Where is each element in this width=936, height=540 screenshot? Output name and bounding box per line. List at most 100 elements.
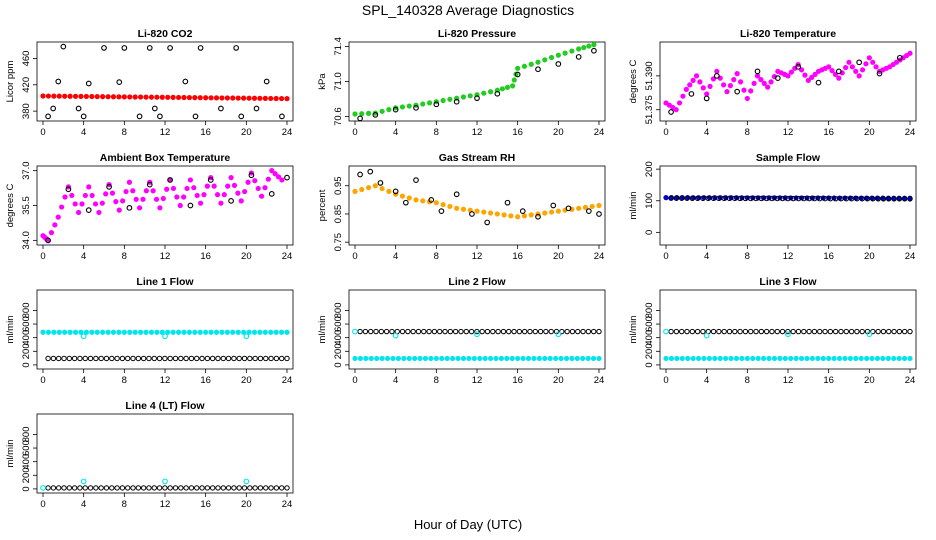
- data-point: [700, 195, 706, 202]
- data-point: [86, 184, 92, 190]
- data-point: [885, 355, 891, 362]
- data-point: [157, 113, 163, 120]
- data-point: [663, 195, 669, 201]
- x-tick-label: 20: [553, 375, 564, 386]
- data-point: [785, 331, 791, 338]
- y-tick-label: 70.6: [333, 107, 344, 126]
- data-point: [225, 485, 232, 491]
- data-point: [69, 192, 75, 199]
- data-point: [734, 88, 741, 95]
- data-point: [56, 485, 62, 491]
- panel-0: Li-820 CO2 Licor ppm 0 4 8 12 16 20 24 380 420 460: [5, 28, 294, 138]
- data-point: [231, 355, 237, 362]
- data-point: [874, 355, 881, 362]
- x-tick-label: 8: [122, 375, 127, 386]
- data-point: [257, 355, 264, 362]
- data-point: [151, 485, 157, 491]
- panel-frame: [36, 289, 294, 370]
- data-point: [880, 196, 887, 202]
- x-tick-label: 12: [783, 375, 794, 386]
- data-point: [116, 207, 122, 213]
- data-point: [836, 75, 842, 81]
- data-point: [162, 355, 168, 362]
- data-point: [273, 95, 279, 102]
- x-tick-label: 0: [663, 127, 668, 138]
- data-point: [854, 328, 860, 335]
- x-tick-label: 24: [282, 127, 293, 138]
- data-point: [246, 329, 252, 335]
- x-tick-label: 16: [200, 375, 211, 386]
- x-tick-label: 20: [864, 375, 875, 386]
- data-point: [413, 104, 419, 111]
- data-point: [378, 328, 385, 335]
- data-point: [748, 195, 754, 202]
- data-point: [835, 68, 842, 75]
- data-point: [359, 186, 365, 193]
- data-point: [48, 230, 55, 236]
- x-tick-label: 16: [512, 375, 523, 386]
- data-point: [367, 168, 374, 175]
- data-point: [535, 59, 541, 65]
- data-point: [109, 485, 115, 491]
- data-point: [126, 204, 133, 211]
- data-point: [795, 63, 802, 70]
- data-point: [440, 201, 446, 208]
- data-point: [192, 95, 198, 101]
- data-point: [204, 485, 211, 491]
- data-point: [192, 113, 199, 120]
- data-point: [795, 195, 802, 202]
- x-tick-label: 20: [241, 375, 252, 386]
- data-point: [241, 95, 247, 101]
- data-point: [225, 183, 231, 189]
- data-point: [252, 485, 258, 491]
- data-point: [474, 331, 480, 338]
- data-point: [589, 203, 595, 210]
- data-point: [853, 355, 859, 362]
- data-point: [146, 45, 153, 51]
- data-point: [542, 210, 548, 216]
- data-point: [724, 89, 730, 95]
- data-point: [248, 172, 255, 179]
- data-point: [875, 196, 881, 202]
- data-point: [748, 88, 754, 94]
- data-point: [550, 202, 557, 209]
- data-point: [716, 195, 722, 202]
- data-point: [591, 47, 597, 54]
- data-point: [542, 355, 548, 362]
- data-point: [183, 355, 189, 362]
- data-point: [374, 355, 380, 362]
- data-point: [516, 328, 523, 335]
- data-point: [742, 195, 749, 202]
- data-point: [450, 355, 456, 362]
- y-axis-label: ml/min: [5, 440, 16, 468]
- data-point: [119, 355, 126, 362]
- data-point: [167, 177, 173, 183]
- data-point: [132, 94, 138, 100]
- data-point: [365, 185, 372, 191]
- panel-title: Li-820 Pressure: [438, 28, 516, 40]
- data-point: [515, 355, 521, 362]
- data-point: [836, 355, 843, 362]
- data-point: [754, 68, 761, 75]
- data-point: [83, 93, 89, 100]
- data-point: [771, 355, 778, 362]
- data-point: [167, 177, 173, 183]
- y-axis-label: Licor ppm: [5, 61, 16, 103]
- data-point: [460, 206, 467, 212]
- data-point: [466, 355, 472, 362]
- y-tick-label: 600: [333, 316, 344, 332]
- data-point: [721, 195, 727, 202]
- data-point: [109, 355, 115, 362]
- data-point: [812, 71, 818, 77]
- data-point: [215, 485, 221, 491]
- data-point: [246, 95, 252, 101]
- data-point: [96, 209, 102, 216]
- data-point: [132, 329, 138, 335]
- data-point: [576, 205, 582, 211]
- data-point: [125, 485, 131, 491]
- data-point: [535, 213, 541, 220]
- data-point: [509, 83, 516, 89]
- data-point: [742, 328, 749, 335]
- data-point: [55, 78, 62, 85]
- data-point: [140, 485, 147, 491]
